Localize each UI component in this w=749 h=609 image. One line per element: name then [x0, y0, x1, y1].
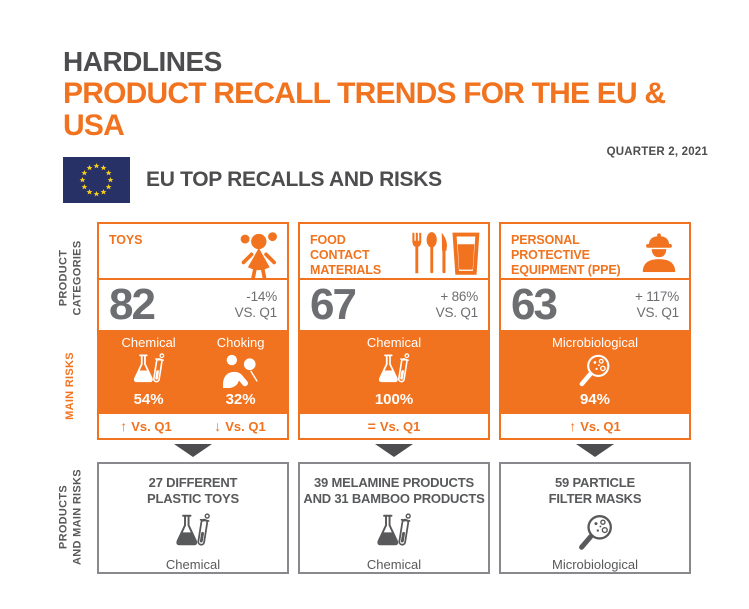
main-risks-block: Microbiological 94% [501, 330, 689, 414]
risk-item: Chemical 100% [366, 335, 422, 408]
trend-vs-q1: ↑ Vs. Q1 [120, 418, 172, 434]
products-risk-label: Microbiological [552, 557, 638, 572]
category-title: TOYS [109, 233, 143, 247]
quarter-label: QUARTER 2, 2021 [606, 146, 708, 158]
column-ppe: PERSONAL PROTECTIVE EQUIPMENT (PPE) 63 +… [499, 222, 691, 574]
main-risks-block: Chemical 100% [300, 330, 488, 414]
flask-icon [131, 352, 167, 389]
products-risk-label: Chemical [366, 557, 422, 572]
choking-icon [221, 353, 261, 388]
trend-vs-q1: ↑ Vs. Q1 [569, 418, 621, 434]
risk-item: Microbiological 94% [552, 335, 638, 408]
category-title: PERSONAL PROTECTIVE EQUIPMENT (PPE) [511, 233, 621, 277]
recall-count: 82 [109, 280, 156, 329]
equals-icon: = [367, 418, 376, 434]
down-triangle-icon [174, 444, 212, 457]
products-title: 27 DIFFERENT PLASTIC TOYS [147, 475, 239, 506]
products-title: 39 MELAMINE PRODUCTS AND 31 BAMBOO PRODU… [303, 475, 485, 506]
page-header: HARDLINES PRODUCT RECALL TRENDS FOR THE … [63, 46, 708, 159]
category-header: PERSONAL PROTECTIVE EQUIPMENT (PPE) [501, 224, 689, 280]
category-header: FOOD CONTACT MATERIALS [300, 224, 488, 280]
products-box: 27 DIFFERENT PLASTIC TOYS Chemical [97, 462, 289, 574]
category-card: TOYS 82 -14% VS. Q1 Chemical 54% [97, 222, 289, 440]
recall-count: 63 [511, 280, 558, 329]
recall-count: 67 [310, 280, 357, 329]
change-vs-q1: -14% VS. Q1 [234, 289, 278, 320]
page-title: PRODUCT RECALL TRENDS FOR THE EU & USA [63, 77, 666, 142]
down-arrow-icon: ↓ [214, 418, 222, 434]
main-risks-block: Chemical 54% Choking 32% [99, 330, 287, 414]
change-vs-q1: + 86% VS. Q1 [435, 289, 479, 320]
risk-item: Chemical 54% [121, 335, 176, 408]
recall-count-row: 67 + 86% VS. Q1 [300, 280, 488, 330]
microbe-magnifier-icon [574, 512, 617, 553]
down-triangle-icon [576, 444, 614, 457]
trend-band: ↑ Vs. Q1 ↓ Vs. Q1 [99, 414, 287, 438]
section-heading: EU TOP RECALLS AND RISKS [146, 168, 442, 191]
row-label-product-categories: PRODUCT CATEGORIES [57, 240, 83, 316]
category-card: PERSONAL PROTECTIVE EQUIPMENT (PPE) 63 +… [499, 222, 691, 440]
flask-icon [376, 352, 412, 389]
flask-icon [373, 512, 415, 553]
recall-count-row: 82 -14% VS. Q1 [99, 280, 287, 330]
column-food-contact-materials: FOOD CONTACT MATERIALS 67 + 86% VS. Q1 C… [298, 222, 490, 574]
row-label-main-risks: MAIN RISKS [64, 352, 77, 420]
products-box: 39 MELAMINE PRODUCTS AND 31 BAMBOO PRODU… [298, 462, 490, 574]
risk-item: Choking 32% [216, 335, 265, 408]
microbe-magnifier-icon [576, 352, 613, 389]
flask-icon [172, 512, 214, 553]
products-box: 59 PARTICLE FILTER MASKS Microbiological [499, 462, 691, 574]
recall-count-row: 63 + 117% VS. Q1 [501, 280, 689, 330]
category-title: FOOD CONTACT MATERIALS [310, 233, 382, 277]
title-hardlines: HARDLINES [63, 46, 222, 77]
category-header: TOYS [99, 224, 287, 280]
row-label-products-main-risks: PRODUCTS AND MAIN RISKS [57, 469, 83, 565]
change-vs-q1: + 117% VS. Q1 [635, 289, 679, 320]
up-arrow-icon: ↑ [120, 418, 128, 434]
eu-flag-icon [63, 157, 130, 203]
cutlery-glass-icon [408, 231, 480, 275]
products-risk-label: Chemical [165, 557, 221, 572]
products-title: 59 PARTICLE FILTER MASKS [548, 475, 642, 506]
up-arrow-icon: ↑ [569, 418, 577, 434]
category-columns: TOYS 82 -14% VS. Q1 Chemical 54% [97, 222, 691, 574]
trend-vs-q1: ↓ Vs. Q1 [214, 418, 266, 434]
category-card: FOOD CONTACT MATERIALS 67 + 86% VS. Q1 C… [298, 222, 490, 440]
trend-band: = Vs. Q1 [300, 414, 488, 438]
worker-helmet-icon [637, 231, 681, 273]
trend-band: ↑ Vs. Q1 [501, 414, 689, 438]
column-toys: TOYS 82 -14% VS. Q1 Chemical 54% [97, 222, 289, 574]
eu-section-header: EU TOP RECALLS AND RISKS [63, 157, 442, 203]
down-triangle-icon [375, 444, 413, 457]
trend-vs-q1: = Vs. Q1 [367, 418, 421, 434]
doll-icon [237, 231, 279, 281]
